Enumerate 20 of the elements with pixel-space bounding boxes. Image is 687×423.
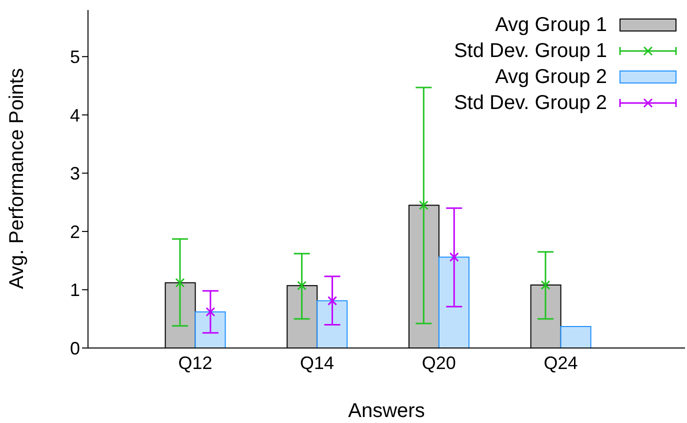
bar: [438, 256, 470, 348]
x-tick-label: Q14: [300, 352, 334, 373]
y-tick-label: 3: [70, 164, 80, 184]
x-axis-title: Answers: [348, 400, 425, 422]
legend-label: Avg Group 2: [495, 66, 607, 88]
legend-label: Avg Group 1: [495, 14, 607, 36]
x-tick-label: Q20: [422, 352, 456, 373]
y-tick-label: 0: [70, 338, 80, 358]
y-tick-label: 1: [70, 280, 80, 300]
y-axis-title: Avg. Performance Points: [6, 68, 28, 289]
bar: [560, 326, 592, 348]
y-tick-label: 4: [70, 105, 80, 126]
y-tick-label: 2: [70, 222, 80, 242]
x-tick-label: Q24: [544, 352, 578, 373]
bar: [194, 311, 226, 348]
y-tick-label: 5: [70, 47, 80, 68]
x-tick-label: Q12: [178, 352, 212, 373]
bar: [316, 300, 348, 348]
legend-label: Std Dev. Group 1: [454, 40, 607, 62]
legend-label: Std Dev. Group 2: [454, 92, 607, 114]
